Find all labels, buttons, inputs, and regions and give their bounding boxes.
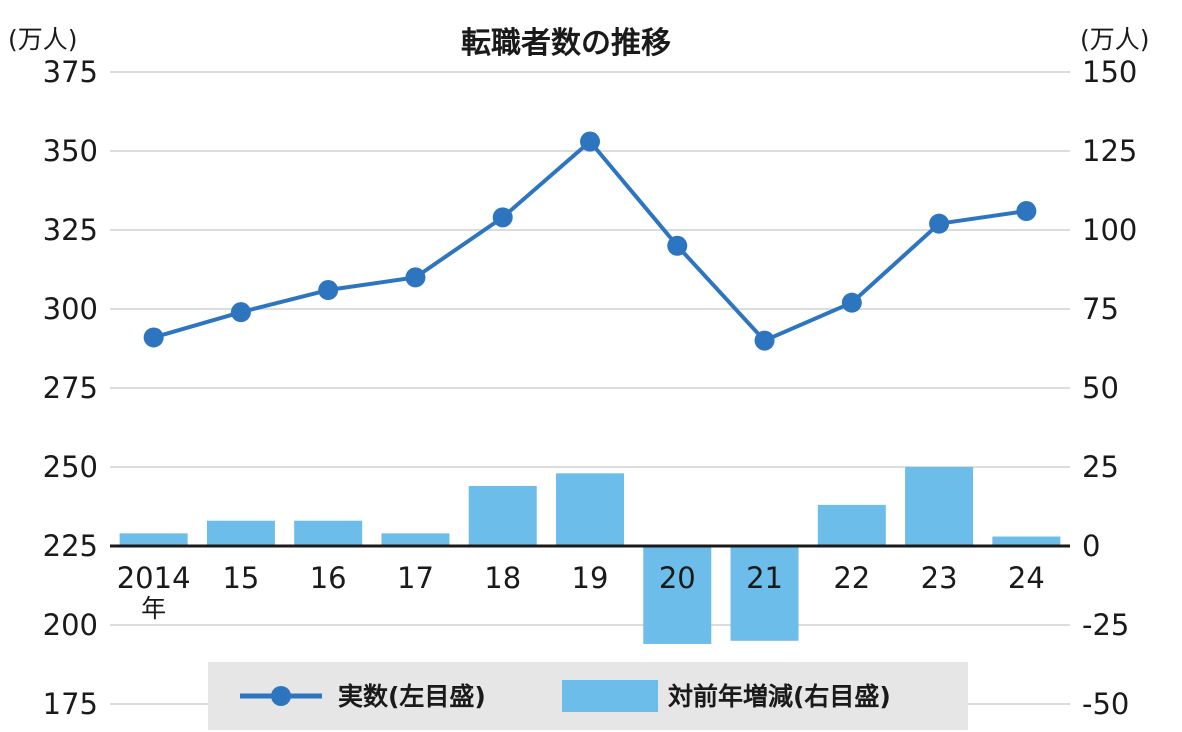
x-tick-label: 19 <box>572 561 609 595</box>
legend: 実数(左目盛) 対前年増減(右目盛) <box>208 662 968 730</box>
left-tick-label: 275 <box>43 371 98 405</box>
x-tick-label: 24 <box>1008 561 1045 595</box>
left-tick-label: 175 <box>43 687 98 721</box>
bar <box>992 536 1061 546</box>
bar <box>643 546 712 644</box>
x-tick-label: 18 <box>484 561 521 595</box>
line-point <box>1016 201 1037 222</box>
line-series <box>143 131 1037 351</box>
line-point <box>318 280 339 301</box>
x-tick-label: 21 <box>746 561 783 595</box>
right-tick-label: -25 <box>1082 608 1129 642</box>
chart-title: 転職者数の推移 <box>461 26 671 61</box>
line-point <box>230 302 251 323</box>
line-point <box>492 207 513 228</box>
x-tick-label: 2014 <box>117 561 191 595</box>
line-point <box>929 213 950 234</box>
right-tick-label: -50 <box>1082 687 1129 721</box>
left-tick-label: 250 <box>43 450 98 484</box>
right-axis-ticks: 150 125 100 75 50 25 0 -25 -50 <box>1082 55 1137 721</box>
left-tick-label: 300 <box>43 292 98 326</box>
left-axis-unit: (万人) <box>8 25 78 54</box>
x-tick-label: 16 <box>310 561 347 595</box>
legend-line-label: 実数(左目盛) <box>338 682 486 711</box>
left-tick-label: 325 <box>43 213 98 247</box>
x-tick-label: 15 <box>222 561 259 595</box>
bar <box>294 520 363 546</box>
x-axis-ticks: 2014 15 16 17 18 19 20 21 22 23 24 年 <box>117 561 1045 623</box>
bar <box>730 546 799 641</box>
x-tick-label: 17 <box>397 561 434 595</box>
right-tick-label: 0 <box>1082 529 1100 563</box>
bar <box>556 473 624 546</box>
bar <box>381 533 450 546</box>
bar <box>119 533 188 546</box>
legend-line-marker <box>271 686 291 706</box>
line-point <box>143 327 164 348</box>
series-line <box>153 139 1027 343</box>
right-tick-label: 25 <box>1082 450 1119 484</box>
left-tick-label: 225 <box>43 529 98 563</box>
right-tick-label: 100 <box>1082 213 1137 247</box>
bar <box>206 520 275 546</box>
x-tick-suffix: 年 <box>141 594 166 623</box>
right-tick-label: 75 <box>1082 292 1119 326</box>
right-tick-label: 50 <box>1082 371 1119 405</box>
line-point <box>667 235 688 256</box>
bar <box>468 485 537 546</box>
line-point <box>841 292 862 313</box>
line-point <box>405 267 426 288</box>
left-tick-label: 375 <box>43 55 98 89</box>
right-tick-label: 150 <box>1082 55 1137 89</box>
x-tick-label: 23 <box>921 561 958 595</box>
left-axis-ticks: 375 350 325 300 275 250 225 200 175 <box>43 55 98 721</box>
gridlines <box>110 71 1070 705</box>
bar <box>905 467 974 546</box>
left-tick-label: 350 <box>43 134 98 168</box>
line-point <box>580 131 600 152</box>
right-tick-label: 125 <box>1082 134 1137 168</box>
left-tick-label: 200 <box>43 608 98 642</box>
right-axis-unit: (万人) <box>1080 25 1150 54</box>
legend-bar-label: 対前年増減(右目盛) <box>668 682 891 711</box>
legend-bar-swatch <box>562 680 658 712</box>
x-tick-label: 22 <box>833 561 870 595</box>
x-tick-label: 20 <box>659 561 696 595</box>
bar-series <box>119 467 1061 644</box>
bar <box>817 504 886 546</box>
line-point <box>754 330 775 351</box>
